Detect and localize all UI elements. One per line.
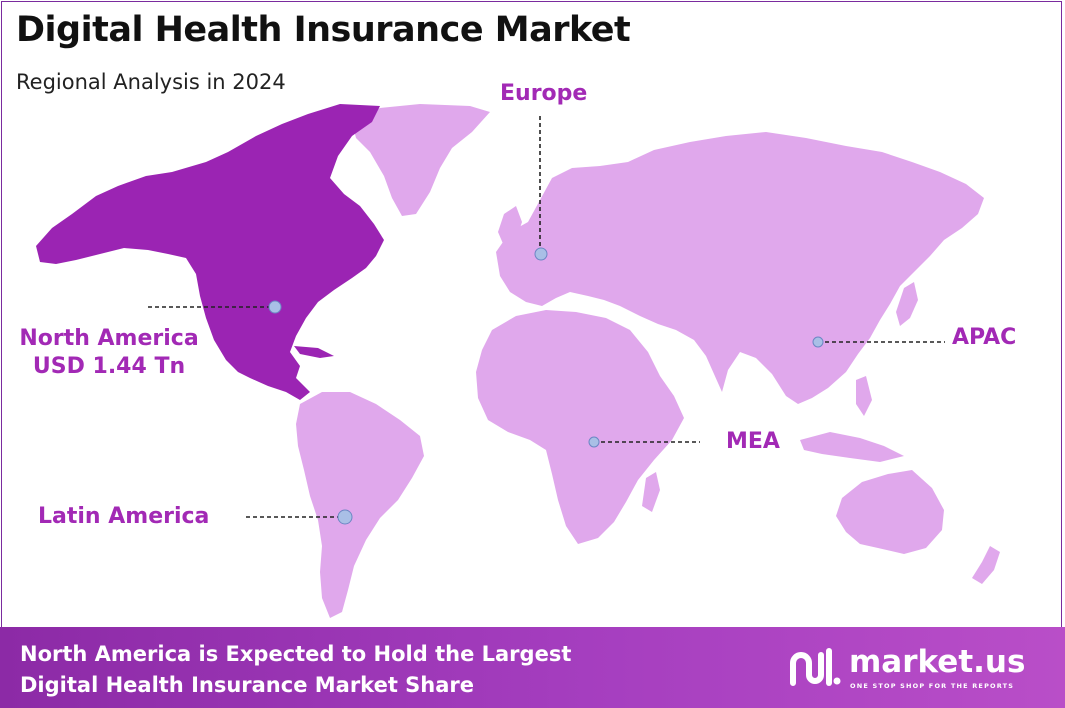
footer-line-1: North America is Expected to Hold the La… [20, 642, 572, 666]
logo-tagline: ONE STOP SHOP FOR THE REPORTS [850, 682, 1015, 690]
market-us-logo: market.us ONE STOP SHOP FOR THE REPORTS [787, 643, 1047, 697]
mea-label: MEA [726, 428, 780, 456]
europe-name: Europe [500, 81, 588, 106]
north-america-name: North America [19, 326, 199, 351]
caribbean-shape [294, 346, 334, 358]
mea-name: MEA [726, 429, 780, 454]
footer-line-2: Digital Health Insurance Market Share [20, 673, 475, 697]
page-title: Digital Health Insurance Market [16, 10, 631, 50]
madagascar-shape [642, 472, 660, 512]
north-america-shape [36, 104, 384, 400]
logo-name: market.us [849, 644, 1026, 680]
europe-marker [534, 247, 548, 261]
north-america-label: North America USD 1.44 Tn [14, 325, 204, 381]
latin-america-marker [337, 509, 353, 525]
africa-shape [476, 310, 684, 544]
eurasia-shape [496, 132, 984, 404]
apac-label: APAC [952, 324, 1016, 352]
australia-shape [836, 470, 944, 554]
south-america-shape [296, 392, 424, 618]
north-america-marker [268, 300, 282, 314]
apac-marker [812, 336, 824, 348]
greenland-shape [352, 104, 490, 216]
world-map [36, 104, 1000, 618]
europe-label: Europe [500, 80, 587, 108]
page-subtitle: Regional Analysis in 2024 [16, 70, 286, 94]
philippines-shape [856, 376, 872, 416]
sea-islands-shape [800, 432, 904, 462]
new-zealand-shape [972, 546, 1000, 584]
mea-marker [588, 436, 600, 448]
japan-shape [896, 282, 918, 326]
market-us-logo-icon [790, 648, 841, 686]
footer-text: North America is Expected to Hold the La… [20, 639, 571, 701]
british-isles-shape [498, 206, 522, 246]
latin-america-label: Latin America [38, 503, 209, 531]
footer-banner: North America is Expected to Hold the La… [0, 627, 1065, 708]
latin-america-name: Latin America [38, 504, 210, 529]
north-america-value: USD 1.44 Tn [32, 354, 186, 379]
apac-name: APAC [952, 325, 1017, 350]
